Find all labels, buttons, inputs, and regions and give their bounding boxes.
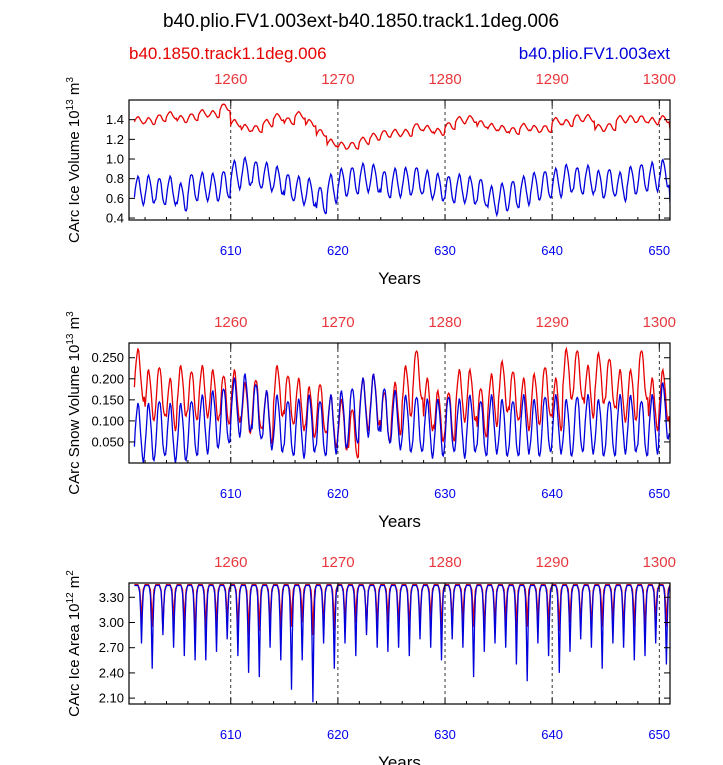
x-tick-label-top: 1300 <box>643 314 676 331</box>
x-tick-label-bottom: 620 <box>327 486 349 501</box>
series-line-blue <box>133 373 670 463</box>
plot-frame <box>128 342 671 464</box>
y-tick-label: 0.250 <box>91 350 124 365</box>
y-label-unit: m <box>66 317 83 334</box>
panel-snow-volume: 0.050 0.100 0.150 0.200 0.250 610 620 630 640 650… <box>65 311 676 531</box>
y-label-unit-exp: 2 <box>65 570 76 576</box>
plot-frame <box>128 99 671 221</box>
y-tick-label: 1.2 <box>106 132 124 147</box>
y-label-exp: 12 <box>65 592 76 604</box>
series-line-red <box>133 346 670 459</box>
x-tick-label-top: 1290 <box>535 554 568 571</box>
figure-title: b40.plio.FV1.003ext-b40.1850.track1.1deg… <box>163 11 559 32</box>
y-axis-label: CArc Snow Volume 1013 m3 <box>65 311 83 495</box>
series-line-blue <box>134 584 670 703</box>
x-tick-label-top: 1260 <box>214 554 247 571</box>
x-tick-label-bottom: 610 <box>220 727 242 742</box>
x-tick-label-bottom: 650 <box>648 243 670 258</box>
x-axis-label: Years <box>378 753 421 765</box>
x-tick-label-top: 1280 <box>428 314 461 331</box>
series-line-red <box>133 103 670 150</box>
x-tick-label-bottom: 630 <box>434 727 456 742</box>
x-tick-label-bottom: 620 <box>327 243 349 258</box>
x-tick-label-bottom: 630 <box>434 243 456 258</box>
y-label-main: CArc Ice Area 10 <box>66 603 83 716</box>
y-label-main: CArc Ice Volume 10 <box>66 110 83 243</box>
y-axis-label: CArc Ice Area 1012 m2 <box>65 570 83 717</box>
panels-group: 0.4 0.6 0.8 1.0 1.2 1.4 610 620 630 640 650 1260 127… <box>65 71 676 765</box>
x-tick-label-bottom: 650 <box>648 486 670 501</box>
y-label-main: CArc Snow Volume 10 <box>66 345 83 495</box>
x-axis-label: Years <box>378 269 421 288</box>
panel-ice-area: 2.10 2.40 2.70 3.00 3.30 610 620 630 640 650 1260 1… <box>65 554 676 765</box>
y-tick-label: 1.0 <box>106 152 124 167</box>
x-tick-label-top: 1290 <box>535 71 568 88</box>
y-label-exp: 13 <box>65 99 76 111</box>
y-tick-label: 0.8 <box>106 171 124 186</box>
y-label-exp: 13 <box>65 333 76 345</box>
x-tick-label-bottom: 610 <box>220 243 242 258</box>
y-tick-label: 0.050 <box>91 434 124 449</box>
series-line-blue <box>133 155 670 218</box>
x-tick-label-top: 1300 <box>643 554 676 571</box>
x-tick-label-bottom: 610 <box>220 486 242 501</box>
y-tick-label: 0.4 <box>106 211 124 226</box>
legend-red-label: b40.1850.track1.1deg.006 <box>129 44 327 63</box>
x-tick-label-top: 1280 <box>428 554 461 571</box>
y-tick-label: 2.40 <box>99 665 124 680</box>
y-label-unit: m <box>66 576 83 593</box>
legend-blue-label: b40.plio.FV1.003ext <box>519 44 670 63</box>
y-tick-label: 2.10 <box>99 691 124 706</box>
x-tick-label-top: 1270 <box>321 71 354 88</box>
y-label-unit-exp: 3 <box>65 311 76 317</box>
x-tick-label-top: 1260 <box>214 314 247 331</box>
y-tick-label: 3.00 <box>99 615 124 630</box>
x-tick-label-top: 1270 <box>321 554 354 571</box>
x-tick-label-top: 1260 <box>214 71 247 88</box>
panel-ice-volume: 0.4 0.6 0.8 1.0 1.2 1.4 610 620 630 640 650 1260 127… <box>65 71 676 288</box>
y-tick-label: 1.4 <box>106 112 124 127</box>
y-axis-label: CArc Ice Volume 1013 m3 <box>65 77 83 243</box>
x-tick-label-bottom: 640 <box>541 727 563 742</box>
x-tick-label-top: 1290 <box>535 314 568 331</box>
x-axis-label: Years <box>378 512 421 531</box>
x-tick-label-top: 1270 <box>321 314 354 331</box>
y-tick-label: 0.200 <box>91 371 124 386</box>
y-tick-label: 0.6 <box>106 191 124 206</box>
y-label-unit: m <box>66 83 83 100</box>
y-tick-label: 3.30 <box>99 590 124 605</box>
y-tick-label: 0.100 <box>91 413 124 428</box>
x-tick-label-top: 1280 <box>428 71 461 88</box>
y-tick-label: 2.70 <box>99 640 124 655</box>
x-tick-label-bottom: 640 <box>541 243 563 258</box>
x-tick-label-bottom: 650 <box>648 727 670 742</box>
plot-frame <box>128 582 671 705</box>
y-tick-label: 0.150 <box>91 392 124 407</box>
y-label-unit-exp: 3 <box>65 77 76 83</box>
x-tick-label-bottom: 630 <box>434 486 456 501</box>
x-tick-label-bottom: 620 <box>327 727 349 742</box>
x-tick-label-bottom: 640 <box>541 486 563 501</box>
x-tick-label-top: 1300 <box>643 71 676 88</box>
